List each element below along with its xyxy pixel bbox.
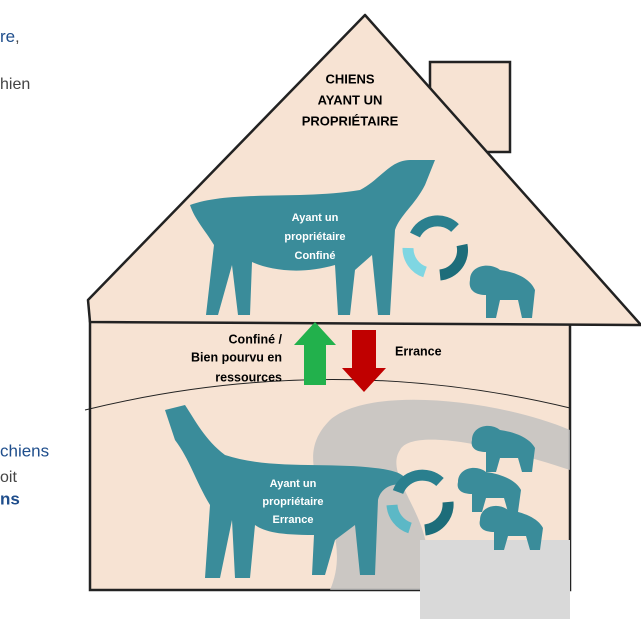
left-text: chiens <box>0 441 49 460</box>
house-title: AYANT UN <box>318 92 383 107</box>
left-text: oit <box>0 469 17 486</box>
arrow-label: Confiné / <box>229 332 283 346</box>
left-text: re, <box>0 27 20 46</box>
diagram: re, hien chiens oit ns CHIENS AYANT UN P… <box>0 0 641 619</box>
dog-label: Confiné <box>295 250 336 262</box>
dog-label: Errance <box>273 514 314 526</box>
house-title: PROPRIÉTAIRE <box>302 113 399 128</box>
house-title: CHIENS <box>325 71 374 86</box>
dog-label: propriétaire <box>262 496 323 508</box>
dog-label: Ayant un <box>292 212 339 224</box>
dog-label: Ayant un <box>270 478 317 490</box>
dog-label: propriétaire <box>284 231 345 243</box>
arrow-label: ressources <box>215 370 282 384</box>
left-text: hien <box>0 76 30 93</box>
roof <box>88 15 641 325</box>
arrow-label: Bien pourvu en <box>191 350 282 364</box>
arrow-label: Errance <box>395 344 442 358</box>
road-edge <box>420 540 570 619</box>
left-text: ns <box>0 489 20 508</box>
